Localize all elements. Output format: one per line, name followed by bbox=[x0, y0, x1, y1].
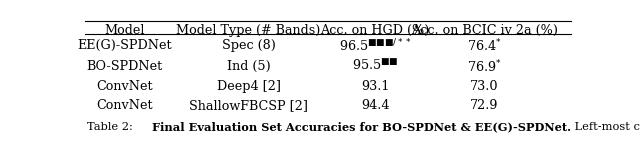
Text: 96.5$^{\blacksquare\blacksquare\blacksquare/**}$: 96.5$^{\blacksquare\blacksquare\blacksqu… bbox=[339, 37, 412, 54]
Text: BO-SPDNet: BO-SPDNet bbox=[86, 60, 163, 73]
Text: Spec (8): Spec (8) bbox=[221, 39, 276, 52]
Text: ConvNet: ConvNet bbox=[97, 99, 153, 112]
Text: Left-most column shows the main: Left-most column shows the main bbox=[571, 122, 640, 132]
Text: 93.1: 93.1 bbox=[361, 80, 389, 93]
Text: 76.4$^{*}$: 76.4$^{*}$ bbox=[467, 37, 502, 54]
Text: ShallowFBCSP [2]: ShallowFBCSP [2] bbox=[189, 99, 308, 112]
Text: Table 2:: Table 2: bbox=[88, 122, 152, 132]
Text: Deep4 [2]: Deep4 [2] bbox=[216, 80, 280, 93]
Text: Acc. on BCIC iv 2a (%): Acc. on BCIC iv 2a (%) bbox=[411, 24, 557, 37]
Text: 72.9: 72.9 bbox=[470, 99, 499, 112]
Text: EE(G)-SPDNet: EE(G)-SPDNet bbox=[77, 39, 172, 52]
Text: Model: Model bbox=[104, 24, 145, 37]
Text: Ind (5): Ind (5) bbox=[227, 60, 271, 73]
Text: Acc. on HGD (%): Acc. on HGD (%) bbox=[321, 24, 430, 37]
Text: 76.9$^{*}$: 76.9$^{*}$ bbox=[467, 58, 502, 75]
Text: Final Evaluation Set Accuracies for BO-SPDNet & EE(G)-SPDNet.: Final Evaluation Set Accuracies for BO-S… bbox=[152, 121, 571, 132]
Text: 95.5$^{\blacksquare\blacksquare}$: 95.5$^{\blacksquare\blacksquare}$ bbox=[352, 59, 399, 74]
Text: ConvNet: ConvNet bbox=[97, 80, 153, 93]
Text: 73.0: 73.0 bbox=[470, 80, 499, 93]
Text: 94.4: 94.4 bbox=[361, 99, 389, 112]
Text: Model Type (# Bands): Model Type (# Bands) bbox=[177, 24, 321, 37]
